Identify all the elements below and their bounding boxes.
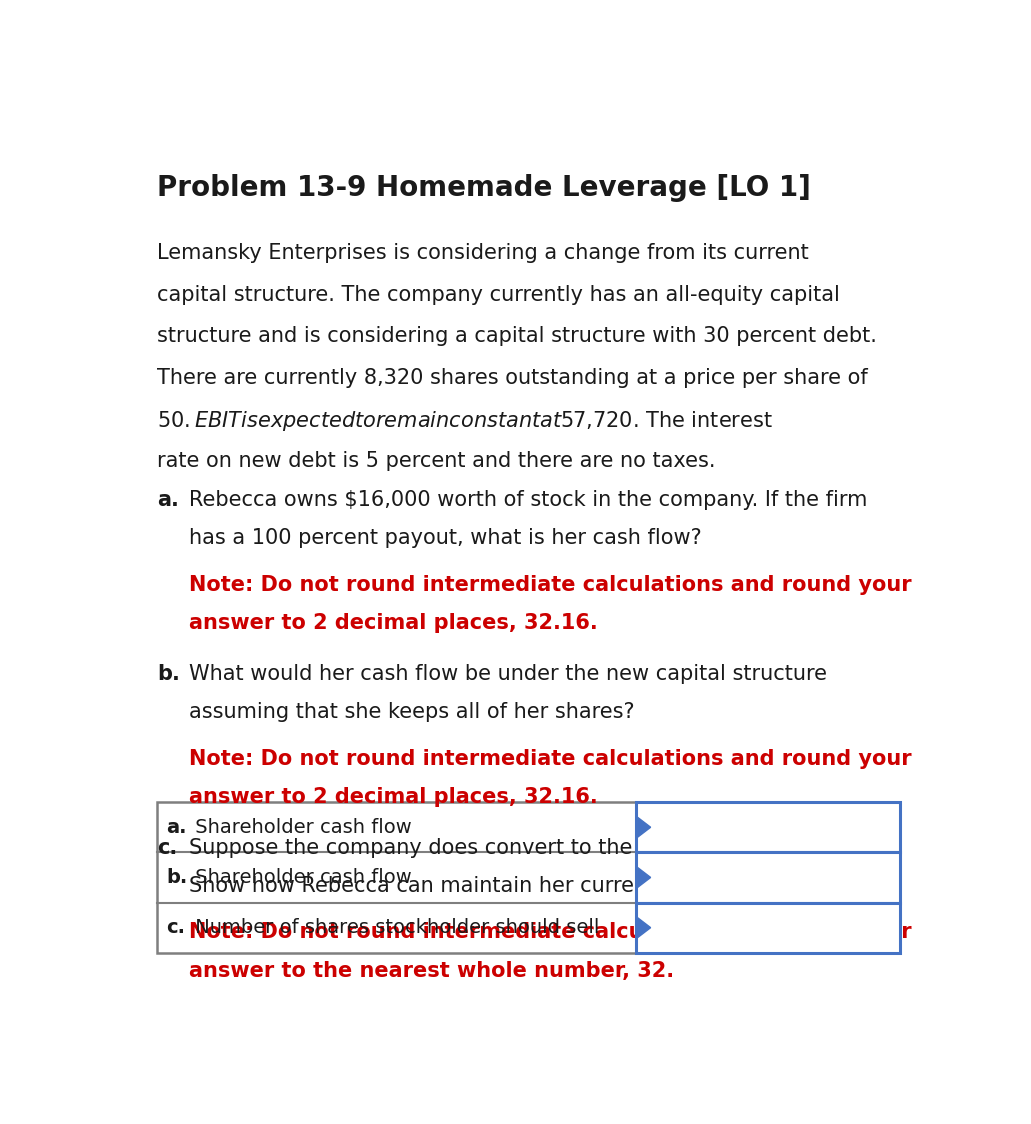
Text: capital structure. The company currently has an all-equity capital: capital structure. The company currently… bbox=[157, 284, 839, 305]
Text: structure and is considering a capital structure with 30 percent debt.: structure and is considering a capital s… bbox=[157, 326, 876, 346]
Text: b.: b. bbox=[166, 868, 188, 887]
Text: c.: c. bbox=[166, 918, 186, 937]
Text: Problem 13-9 Homemade Leverage [LO 1]: Problem 13-9 Homemade Leverage [LO 1] bbox=[157, 174, 810, 202]
Text: assuming that she keeps all of her shares?: assuming that she keeps all of her share… bbox=[189, 701, 634, 722]
Bar bbox=[636, 803, 900, 852]
Text: answer to 2 decimal places, 32.16.: answer to 2 decimal places, 32.16. bbox=[189, 787, 598, 807]
Text: Lemansky Enterprises is considering a change from its current: Lemansky Enterprises is considering a ch… bbox=[157, 243, 808, 263]
Text: Note: Do not round intermediate calculations and round your: Note: Do not round intermediate calculat… bbox=[189, 574, 911, 595]
Text: Show how Rebecca can maintain her current cash flow.: Show how Rebecca can maintain her curren… bbox=[189, 876, 764, 896]
Text: Number of shares stockholder should sell: Number of shares stockholder should sell bbox=[189, 918, 599, 937]
Text: What would her cash flow be under the new capital structure: What would her cash flow be under the ne… bbox=[189, 663, 827, 683]
Text: $50. EBIT is expected to remain constant at $57,720. The interest: $50. EBIT is expected to remain constant… bbox=[157, 409, 773, 433]
Text: answer to 2 decimal places, 32.16.: answer to 2 decimal places, 32.16. bbox=[189, 613, 598, 633]
Text: a.: a. bbox=[166, 818, 187, 836]
Polygon shape bbox=[637, 817, 651, 837]
Bar bbox=[157, 803, 900, 953]
Text: Shareholder cash flow: Shareholder cash flow bbox=[189, 818, 411, 836]
Text: Note: Do not round intermediate calculations and round your: Note: Do not round intermediate calculat… bbox=[189, 749, 911, 769]
Text: Shareholder cash flow: Shareholder cash flow bbox=[189, 868, 411, 887]
Text: a.: a. bbox=[157, 490, 178, 509]
Polygon shape bbox=[637, 867, 651, 888]
Text: b.: b. bbox=[157, 663, 179, 683]
Text: answer to the nearest whole number, 32.: answer to the nearest whole number, 32. bbox=[189, 961, 674, 980]
Text: Suppose the company does convert to the new capital structure.: Suppose the company does convert to the … bbox=[189, 837, 866, 858]
Text: c.: c. bbox=[157, 837, 177, 858]
Text: Note: Do not round intermediate calculations and round your: Note: Do not round intermediate calculat… bbox=[189, 923, 911, 942]
Polygon shape bbox=[637, 917, 651, 939]
Text: There are currently 8,320 shares outstanding at a price per share of: There are currently 8,320 shares outstan… bbox=[157, 368, 868, 388]
Bar bbox=[636, 903, 900, 953]
Text: has a 100 percent payout, what is her cash flow?: has a 100 percent payout, what is her ca… bbox=[189, 528, 701, 547]
Text: Rebecca owns $16,000 worth of stock in the company. If the firm: Rebecca owns $16,000 worth of stock in t… bbox=[189, 490, 867, 509]
Text: rate on new debt is 5 percent and there are no taxes.: rate on new debt is 5 percent and there … bbox=[157, 451, 716, 471]
Bar bbox=[636, 852, 900, 903]
